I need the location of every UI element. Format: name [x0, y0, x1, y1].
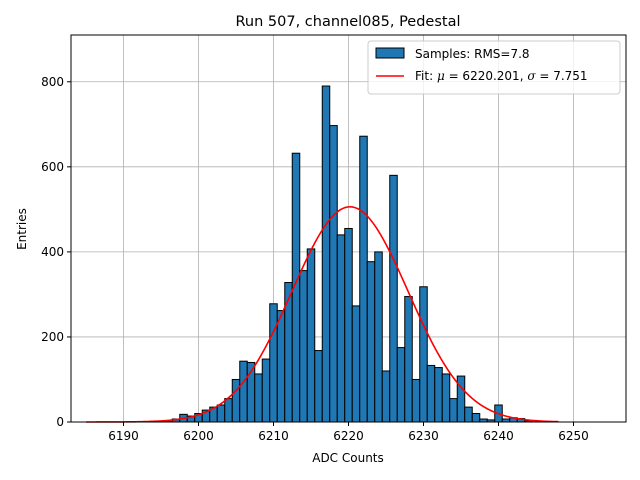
histogram-bar	[269, 303, 278, 423]
histogram-bar	[359, 135, 368, 423]
histogram-bar	[336, 234, 346, 423]
y-tick-label: 600	[41, 160, 64, 174]
histogram-bar	[224, 398, 233, 423]
histogram-bar	[441, 373, 451, 423]
x-tick-label: 6220	[333, 429, 364, 443]
x-tick-label: 6190	[108, 429, 139, 443]
histogram-bar	[314, 350, 323, 423]
histogram-bar	[464, 406, 473, 423]
histogram-bar	[449, 398, 458, 423]
x-tick-label: 6230	[408, 429, 439, 443]
histogram-bar	[239, 360, 248, 423]
histogram-bar	[321, 85, 331, 423]
histogram-bars	[164, 85, 533, 423]
histogram-bar	[471, 412, 481, 423]
x-axis-label: ADC Counts	[312, 451, 384, 465]
x-tick-label: 6250	[558, 429, 589, 443]
histogram-bar	[216, 404, 226, 423]
y-tick-label: 800	[41, 75, 64, 89]
histogram-bar	[299, 270, 308, 423]
histogram-bar	[366, 261, 376, 423]
histogram-bar	[426, 364, 436, 423]
x-tick-label: 6210	[258, 429, 289, 443]
y-axis-ticks: 0 200 400 600 800	[41, 75, 71, 429]
legend-box	[367, 40, 621, 95]
x-axis-ticks: 6190 6200 6210 6220 6230 6240 6250	[108, 422, 589, 443]
histogram-bar	[389, 174, 398, 423]
legend-bar-swatch	[375, 47, 405, 59]
histogram-bar	[404, 296, 413, 423]
y-tick-label: 200	[41, 330, 64, 344]
y-axis-label: Entries	[15, 208, 29, 250]
legend: Samples: RMS=7.8 Fit: μ = 6220.201, σ = …	[367, 40, 621, 95]
histogram-bar	[231, 378, 241, 423]
histogram-bar	[254, 373, 263, 423]
histogram-bar	[411, 378, 421, 423]
y-tick-label: 400	[41, 245, 64, 259]
x-tick-label: 6200	[183, 429, 214, 443]
histogram-bar	[261, 358, 271, 423]
histogram-bar	[329, 125, 338, 423]
histogram-bar	[351, 305, 361, 423]
histogram-bar	[374, 251, 383, 423]
legend-fit-label: Fit: μ = 6220.201, σ = 7.751	[415, 69, 588, 83]
histogram-bar	[276, 310, 286, 423]
histogram-bar	[396, 347, 406, 423]
histogram-bar	[419, 286, 428, 423]
legend-samples-label: Samples: RMS=7.8	[415, 47, 530, 61]
histogram-bar	[434, 367, 443, 423]
gaussian-fit-curve	[86, 206, 559, 423]
histogram-bar	[306, 248, 316, 423]
chart-title: Run 507, channel085, Pedestal	[235, 14, 460, 30]
histogram-bar	[344, 228, 353, 423]
histogram-bar	[381, 370, 391, 423]
y-tick-label: 0	[56, 415, 64, 429]
x-tick-label: 6240	[483, 429, 514, 443]
